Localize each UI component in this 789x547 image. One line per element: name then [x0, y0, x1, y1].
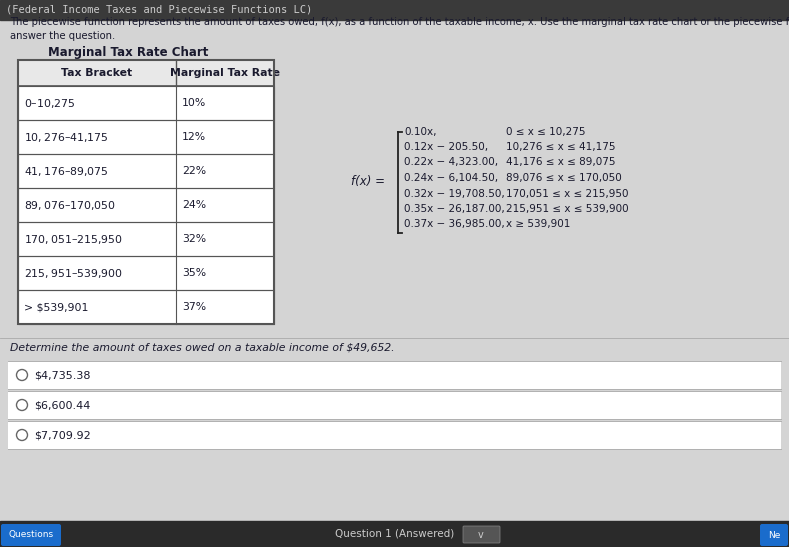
Bar: [18, 290, 274, 324]
Text: 89,076 ≤ x ≤ 170,050: 89,076 ≤ x ≤ 170,050: [506, 173, 622, 183]
Bar: [18, 290, 274, 324]
Text: 10,276 ≤ x ≤ 41,175: 10,276 ≤ x ≤ 41,175: [506, 142, 615, 152]
Text: 12%: 12%: [182, 132, 206, 142]
Text: 0.35x − 26,187.00,: 0.35x − 26,187.00,: [404, 204, 505, 214]
Bar: [18, 256, 274, 290]
Text: 0.10x,: 0.10x,: [404, 126, 436, 137]
FancyBboxPatch shape: [463, 526, 500, 543]
Text: 170,051 ≤ x ≤ 215,950: 170,051 ≤ x ≤ 215,950: [506, 189, 629, 199]
Text: 41,176 ≤ x ≤ 89,075: 41,176 ≤ x ≤ 89,075: [506, 158, 615, 167]
Text: (Federal Income Taxes and Piecewise Functions LC): (Federal Income Taxes and Piecewise Func…: [6, 5, 312, 15]
Text: 37%: 37%: [182, 302, 206, 312]
Circle shape: [17, 370, 28, 381]
Text: 32%: 32%: [182, 234, 206, 244]
Bar: [8, 421, 781, 449]
Text: 22%: 22%: [182, 166, 206, 176]
Bar: [18, 222, 274, 256]
Bar: [18, 154, 274, 188]
Text: > $539,901: > $539,901: [24, 302, 88, 312]
Text: $89,076–$170,050: $89,076–$170,050: [24, 199, 116, 212]
Bar: [8, 391, 781, 419]
Text: 10%: 10%: [182, 98, 206, 108]
FancyBboxPatch shape: [1, 524, 61, 546]
Text: $170,051–$215,950: $170,051–$215,950: [24, 232, 123, 246]
Bar: [18, 60, 274, 86]
Bar: [18, 222, 274, 256]
Bar: [18, 86, 274, 120]
Text: 0 ≤ x ≤ 10,275: 0 ≤ x ≤ 10,275: [506, 126, 585, 137]
Text: Tax Bracket: Tax Bracket: [62, 68, 133, 78]
Circle shape: [17, 429, 28, 440]
Bar: [18, 188, 274, 222]
Bar: [18, 188, 274, 222]
Text: Marginal Tax Rate: Marginal Tax Rate: [170, 68, 280, 78]
Text: $7,709.92: $7,709.92: [34, 430, 91, 440]
Text: The piecewise function represents the amount of taxes owed, f(x), as a function : The piecewise function represents the am…: [10, 17, 789, 41]
Text: Questions: Questions: [9, 531, 54, 539]
Bar: [18, 120, 274, 154]
Text: Determine the amount of taxes owed on a taxable income of $49,652.: Determine the amount of taxes owed on a …: [10, 343, 394, 353]
Text: $4,735.38: $4,735.38: [34, 370, 91, 380]
Text: v: v: [478, 529, 484, 539]
Bar: [18, 60, 274, 86]
Bar: [18, 154, 274, 188]
Text: 24%: 24%: [182, 200, 206, 210]
Text: 215,951 ≤ x ≤ 539,900: 215,951 ≤ x ≤ 539,900: [506, 204, 629, 214]
Text: 0.22x − 4,323.00,: 0.22x − 4,323.00,: [404, 158, 498, 167]
Bar: [18, 60, 274, 324]
Bar: [0, 0, 789, 20]
Bar: [18, 86, 274, 120]
Text: f(x) =: f(x) =: [351, 176, 385, 189]
Circle shape: [17, 399, 28, 410]
Text: $10,276–$41,175: $10,276–$41,175: [24, 131, 109, 143]
Text: 0.37x − 36,985.00,: 0.37x − 36,985.00,: [404, 219, 505, 230]
Text: Question 1 (Answered): Question 1 (Answered): [335, 529, 454, 539]
Text: $41,176–$89,075: $41,176–$89,075: [24, 165, 109, 177]
Text: 35%: 35%: [182, 268, 206, 278]
Text: x ≥ 539,901: x ≥ 539,901: [506, 219, 570, 230]
Bar: [18, 120, 274, 154]
Bar: [8, 361, 781, 389]
Bar: [0, 521, 789, 547]
Text: Marginal Tax Rate Chart: Marginal Tax Rate Chart: [48, 46, 208, 59]
Text: $6,600.44: $6,600.44: [34, 400, 91, 410]
Text: $215,951–$539,900: $215,951–$539,900: [24, 266, 123, 280]
Text: $0–$10,275: $0–$10,275: [24, 96, 76, 109]
Text: Ne: Ne: [768, 531, 780, 539]
Text: 0.12x − 205.50,: 0.12x − 205.50,: [404, 142, 488, 152]
Bar: [18, 256, 274, 290]
Text: 0.24x − 6,104.50,: 0.24x − 6,104.50,: [404, 173, 498, 183]
Text: 0.32x − 19,708.50,: 0.32x − 19,708.50,: [404, 189, 505, 199]
FancyBboxPatch shape: [760, 524, 788, 546]
